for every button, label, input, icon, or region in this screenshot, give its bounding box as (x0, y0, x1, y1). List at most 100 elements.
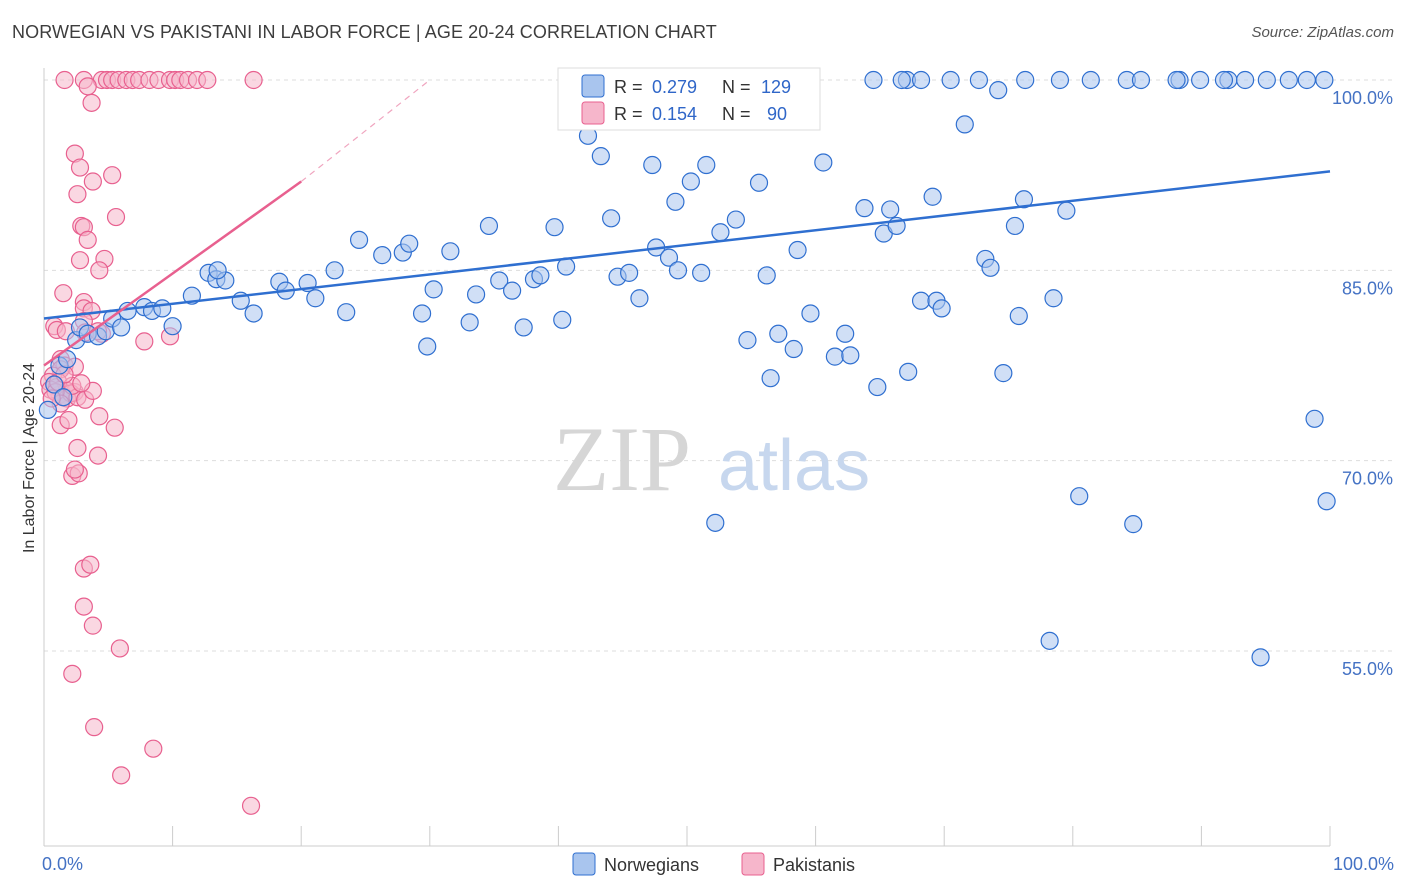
norwegians-point-83 (911, 291, 931, 310)
norwegians-point-104 (1131, 70, 1151, 90)
norwegians-point-122 (706, 513, 725, 532)
norwegians-point-64 (726, 210, 745, 229)
x-tick-label-0: 0.0% (42, 854, 83, 874)
axes (43, 68, 1331, 847)
norwegians-trend-line (43, 170, 1331, 320)
pakistanis-point-81 (110, 639, 129, 658)
pakistanis-point-85 (112, 766, 131, 785)
norwegians-point-92 (1009, 306, 1028, 326)
legend-r-value-1: 0.279 (652, 77, 697, 97)
pakistanis-point-43 (135, 332, 154, 351)
norwegians-point-33 (400, 234, 419, 253)
norwegians-point-0 (38, 400, 57, 420)
trend-lines (43, 79, 1331, 367)
norwegians-point-102 (1081, 70, 1100, 90)
y-tick-label-0: 55.0% (1342, 659, 1393, 679)
norwegians-point-28 (325, 261, 344, 280)
legend-n-label-1: N = (722, 77, 751, 97)
legend-r-value-2: 0.154 (652, 104, 697, 124)
legend-swatch-pakistanis (581, 101, 605, 125)
pakistanis-point-2 (82, 93, 101, 112)
norwegians-point-114 (1214, 70, 1234, 90)
pakistanis-point-32 (54, 284, 73, 303)
norwegians-point-62 (697, 155, 716, 175)
legend-n-value-2: 90 (767, 104, 787, 124)
norwegians-point-95 (1044, 289, 1063, 308)
norwegians-point-87 (955, 115, 974, 134)
norwegians-point-106 (911, 70, 931, 90)
norwegians-point-84 (923, 187, 942, 206)
pakistanis-point-31 (90, 261, 109, 280)
norwegians-point-70 (784, 339, 803, 359)
norwegians-point-60 (681, 172, 700, 191)
watermark-zip: ZIP (553, 408, 691, 510)
norwegians-point-58 (666, 192, 685, 211)
norwegians-point-41 (490, 271, 509, 290)
pakistanis-point-28 (78, 230, 97, 249)
norwegians-point-27 (306, 289, 325, 308)
norwegians-point-101 (1050, 70, 1070, 90)
chart-title: NORWEGIAN VS PAKISTANI IN LABOR FORCE | … (12, 22, 717, 42)
norwegians-point-31 (373, 246, 392, 265)
norwegians-point-38 (460, 313, 479, 332)
norwegians-point-43 (514, 318, 533, 337)
norwegians-point-120 (1305, 409, 1324, 428)
pakistanis-trend-extension (300, 79, 431, 182)
norwegians-point-94 (1040, 631, 1059, 650)
norwegians-point-59 (668, 261, 688, 280)
x-tick-labels: 0.0% 100.0% (42, 854, 1394, 874)
norwegians-points (38, 70, 1336, 667)
norwegians-point-67 (757, 266, 776, 285)
bottom-legend-swatch-norwegians (572, 852, 596, 876)
norwegians-point-53 (620, 263, 639, 282)
norwegians-point-75 (836, 324, 855, 343)
pakistanis-point-24 (68, 185, 87, 204)
norwegians-point-93 (1014, 190, 1034, 209)
norwegians-point-91 (1005, 216, 1025, 236)
x-tick-label-1: 100.0% (1333, 854, 1394, 874)
pakistanis-points (40, 70, 263, 815)
norwegians-point-36 (418, 337, 437, 356)
pakistanis-point-0 (55, 70, 74, 90)
norwegians-point-23 (208, 261, 227, 280)
pakistanis-point-23 (103, 166, 122, 185)
norwegians-point-65 (738, 331, 757, 350)
norwegians-point-1 (45, 375, 64, 394)
norwegians-point-66 (749, 173, 769, 192)
legend-r-label-2: R = (614, 104, 643, 124)
norwegians-point-61 (692, 263, 711, 282)
pakistanis-point-21 (70, 158, 90, 177)
pakistanis-trend-line (43, 180, 302, 367)
norwegians-point-3 (54, 388, 73, 407)
norwegians-point-50 (591, 147, 610, 166)
norwegians-point-73 (814, 153, 833, 172)
norwegians-point-29 (337, 303, 356, 322)
norwegians-point-123 (892, 70, 911, 90)
norwegians-point-90 (994, 364, 1013, 383)
norwegians-point-39 (466, 285, 486, 304)
pakistanis-point-79 (74, 597, 93, 616)
pakistanis-point-73 (68, 438, 87, 458)
bottom-legend-swatch-pakistanis (741, 852, 765, 876)
norwegians-point-57 (659, 248, 679, 267)
norwegians-point-121 (1317, 492, 1336, 511)
norwegians-point-12 (112, 318, 131, 337)
bottom-legend-label-norwegians: Norwegians (604, 855, 699, 875)
pakistanis-point-29 (70, 251, 90, 270)
norwegians-point-30 (349, 230, 369, 249)
pakistanis-point-82 (63, 664, 82, 683)
norwegians-point-80 (881, 200, 900, 219)
norwegians-point-54 (630, 289, 649, 308)
watermark-atlas: atlas (718, 426, 870, 506)
norwegians-point-77 (855, 199, 874, 218)
norwegians-point-99 (941, 70, 960, 90)
norwegians-point-16 (163, 317, 182, 336)
norwegians-point-119 (1251, 648, 1270, 667)
source-credit: Source: ZipAtlas.com (1251, 24, 1394, 41)
pakistanis-point-71 (105, 418, 124, 437)
norwegians-point-98 (864, 70, 883, 90)
norwegians-point-55 (643, 155, 662, 175)
norwegians-point-82 (899, 362, 918, 381)
pakistanis-point-17 (198, 70, 217, 90)
